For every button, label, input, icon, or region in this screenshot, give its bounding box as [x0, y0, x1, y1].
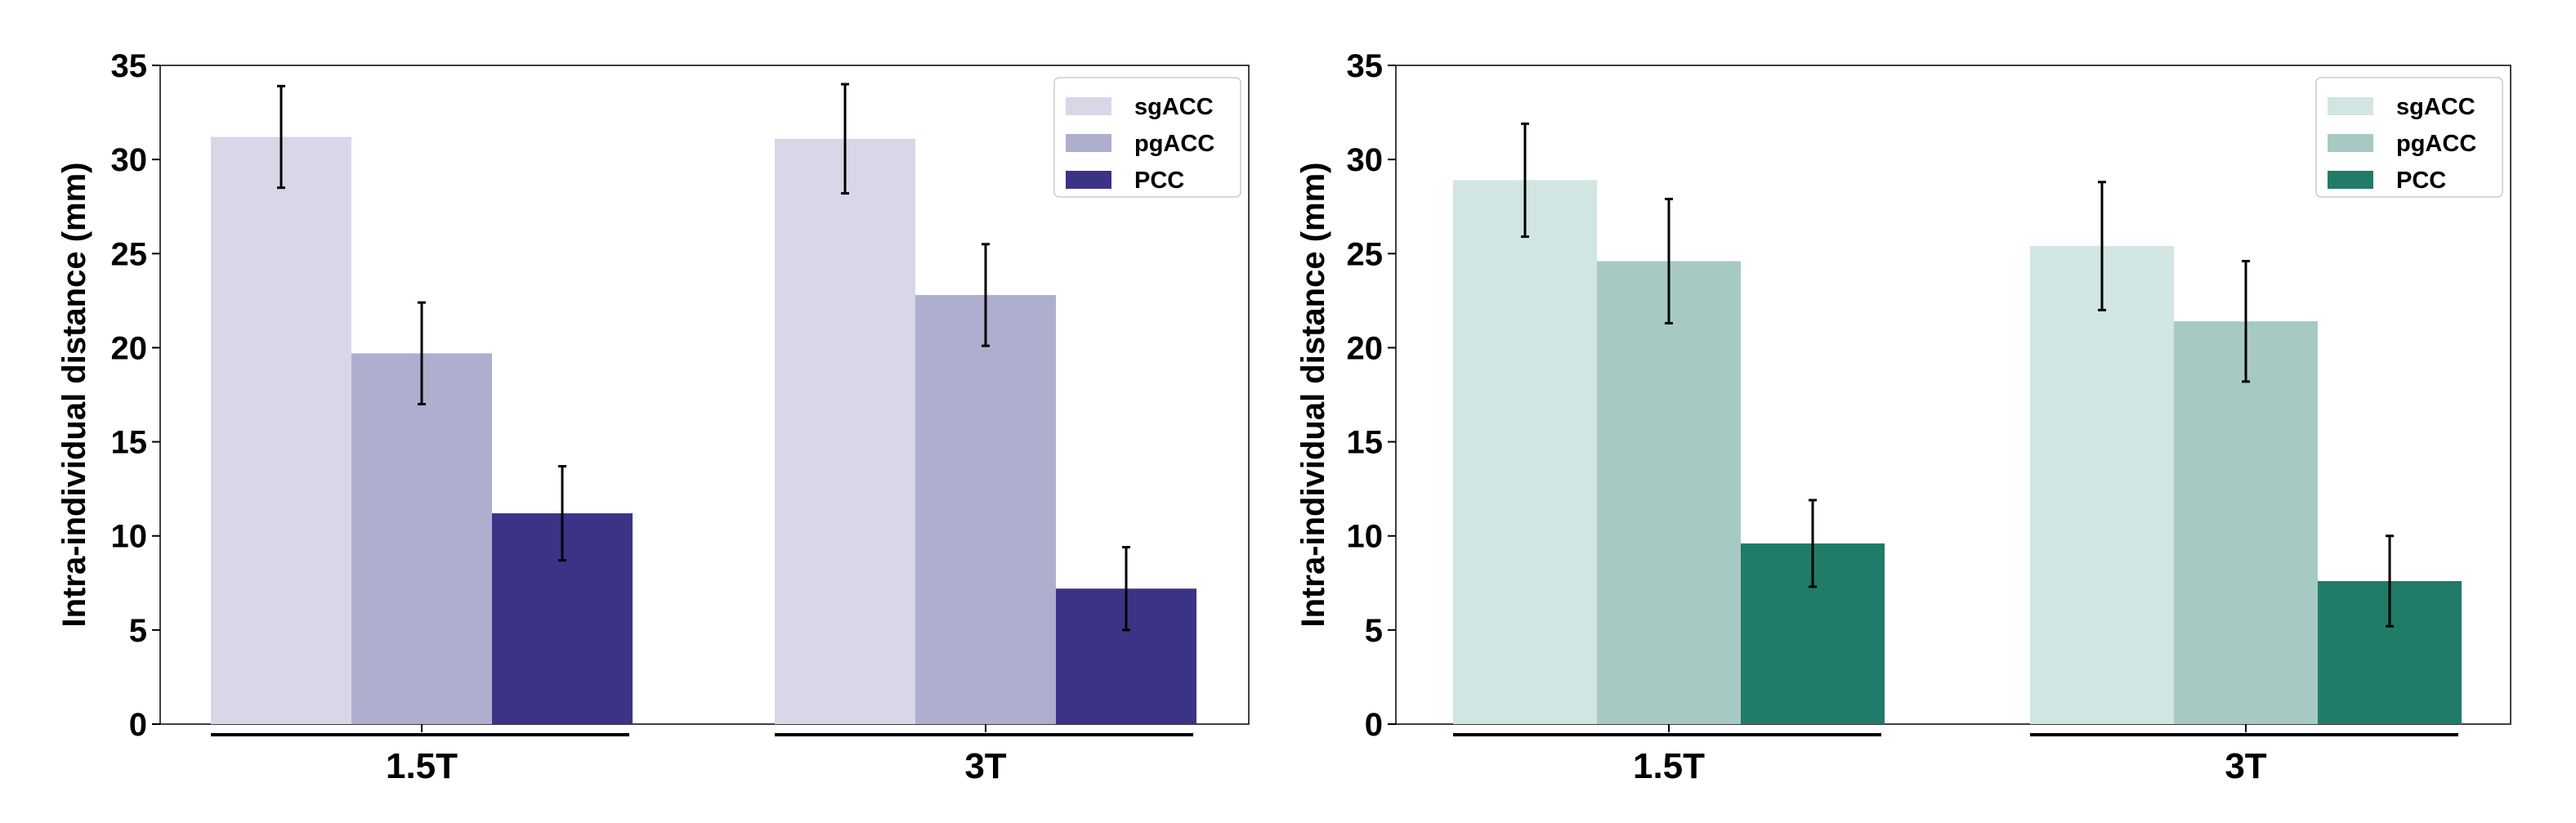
y-tick-label: 20: [1347, 330, 1384, 366]
legend-swatch-sgACC: [1066, 97, 1111, 115]
legend-label-pgACC: pgACC: [2396, 131, 2476, 157]
legend-label-PCC: PCC: [2396, 168, 2446, 194]
legend-label-sgACC: sgACC: [2396, 94, 2475, 120]
y-axis-title: Intra-individual distance (mm): [56, 163, 92, 628]
legend-swatch-pgACC: [1066, 134, 1111, 152]
bar-sgACC-1.5T: [1453, 180, 1597, 724]
y-tick-label: 10: [1347, 519, 1384, 555]
x-category-label: 1.5T: [386, 746, 458, 786]
y-tick-label: 0: [129, 707, 147, 743]
legend-label-PCC: PCC: [1134, 168, 1184, 194]
legend-label-sgACC: sgACC: [1134, 94, 1214, 120]
legend-swatch-PCC: [2328, 171, 2373, 189]
bar-pgACC-3T: [2174, 321, 2318, 724]
x-category-label: 1.5T: [1633, 746, 1705, 786]
y-tick-label: 25: [1347, 236, 1384, 272]
bar-pgACC-3T: [915, 294, 1056, 724]
legend-swatch-PCC: [1066, 171, 1111, 189]
legend-swatch-sgACC: [2328, 97, 2373, 115]
y-tick-label: 20: [111, 330, 148, 366]
y-tick-label: 25: [111, 236, 148, 272]
legend-label-pgACC: pgACC: [1134, 131, 1214, 157]
bar-sgACC-3T: [2030, 246, 2174, 724]
bar-sgACC-3T: [775, 138, 915, 725]
chart-1: 0 5 10 15 20 25 30 35 Intra-individual distance …: [56, 48, 1250, 786]
y-tick-label: 0: [1365, 707, 1383, 743]
bar-sgACC-1.5T: [211, 136, 351, 725]
y-tick-label: 10: [111, 519, 148, 555]
y-tick-label: 35: [111, 48, 148, 84]
legend-swatch-pgACC: [2328, 134, 2373, 152]
bar-pgACC-1.5T: [1597, 261, 1741, 724]
x-category-label: 3T: [964, 746, 1006, 786]
y-tick-label: 30: [1347, 142, 1384, 178]
y-tick-label: 35: [1347, 48, 1384, 84]
bar-pgACC-1.5T: [351, 353, 492, 724]
y-tick-label: 5: [129, 613, 147, 649]
chart-2: 0 5 10 15 20 25 30 35 Intra-individual distance …: [1295, 48, 2511, 786]
y-tick-label: 5: [1365, 613, 1383, 649]
y-axis-title: Intra-individual distance (mm): [1295, 163, 1331, 628]
y-tick-label: 15: [111, 425, 148, 461]
plot-frame: [159, 65, 1250, 725]
plot-frame: [1395, 65, 2511, 725]
y-tick-label: 15: [1347, 425, 1384, 461]
y-tick-label: 30: [111, 142, 148, 178]
x-category-label: 3T: [2225, 746, 2266, 786]
